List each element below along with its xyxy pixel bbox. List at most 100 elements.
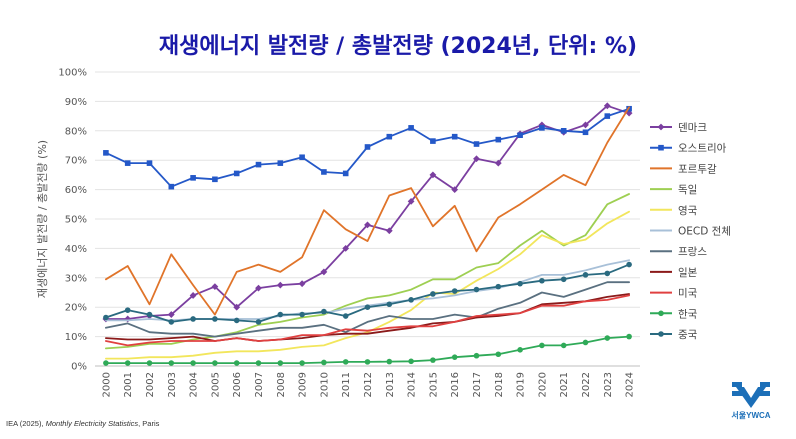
source-title: Monthly Electricity Statistics [45, 419, 139, 428]
data-point [124, 160, 131, 166]
legend-label: 포르투갈 [678, 162, 717, 175]
legend-label: 덴마크 [678, 122, 707, 134]
legend-label: 독일 [678, 183, 697, 196]
data-point [657, 123, 665, 131]
data-point [408, 358, 414, 365]
data-point [212, 360, 218, 366]
data-point [168, 360, 175, 366]
x-tick-label: 2022 [581, 372, 592, 397]
data-point [386, 133, 393, 140]
x-tick-label: 2018 [494, 372, 505, 397]
legend-item: OECD 전체 [650, 226, 731, 238]
data-point [429, 171, 437, 179]
data-point [299, 154, 305, 161]
logo-text: 서울YWCA [731, 411, 771, 420]
y-tick-label: 80% [65, 126, 87, 137]
data-point [103, 360, 109, 366]
data-point [517, 347, 523, 353]
series-5 [105, 259, 630, 322]
data-point [342, 170, 349, 177]
source-suffix: , Paris [138, 419, 160, 428]
series-line [105, 293, 630, 342]
series-line [105, 193, 630, 350]
data-point [103, 314, 109, 321]
x-tick-label: 2005 [210, 372, 221, 397]
legend-item: 중국 [650, 329, 698, 341]
y-tick-label: 10% [65, 332, 87, 343]
y-tick-label: 40% [65, 244, 87, 255]
data-point [233, 360, 240, 366]
y-tick-label: 60% [65, 185, 87, 196]
data-point [168, 319, 175, 325]
series-6 [105, 281, 630, 338]
x-tick-label: 2017 [472, 372, 483, 397]
data-point [190, 175, 196, 181]
x-tick-label: 2000 [101, 372, 112, 397]
data-point [658, 310, 664, 317]
data-point [494, 159, 502, 167]
axes: 0% 10% 20% 30% 40% 50% 60% 70% 80% 90% 100% 2000 200… [58, 68, 635, 398]
x-tick-label: 2020 [537, 372, 548, 397]
data-point [233, 303, 241, 311]
x-tick-label: 2019 [516, 372, 527, 397]
x-tick-label: 2023 [603, 372, 614, 397]
data-point [539, 342, 545, 349]
data-point [408, 125, 414, 131]
data-point [517, 132, 523, 139]
data-point [451, 354, 458, 360]
data-point [342, 313, 349, 319]
series-3 [105, 193, 630, 350]
data-point [473, 286, 480, 293]
data-point [124, 360, 131, 366]
x-tick-label: 2006 [232, 372, 243, 397]
legend-item: 일본 [650, 266, 698, 279]
ywca-logo [732, 382, 770, 408]
data-point [364, 359, 371, 365]
legend-item: 영국 [650, 205, 698, 217]
data-point [146, 360, 153, 366]
data-point [321, 359, 327, 366]
series [102, 102, 633, 366]
data-point [167, 311, 175, 318]
data-point [233, 170, 240, 177]
data-point [451, 133, 458, 140]
x-tick-label: 2002 [145, 372, 156, 397]
x-tick-label: 2007 [254, 372, 265, 397]
data-point [430, 357, 436, 363]
series-2 [105, 106, 630, 316]
data-point [364, 304, 371, 311]
data-point [342, 359, 349, 365]
data-point [321, 308, 327, 315]
series-8 [105, 294, 630, 347]
x-tick-label: 2024 [625, 372, 636, 397]
y-tick-label: 0% [71, 362, 87, 373]
legend-label: 중국 [678, 329, 698, 341]
data-point [342, 245, 350, 252]
data-point [408, 297, 414, 303]
data-point [451, 186, 459, 193]
data-point [604, 113, 611, 119]
y-tick-label: 20% [65, 303, 87, 314]
data-point [364, 144, 371, 150]
data-point [603, 102, 611, 110]
data-point [364, 221, 371, 229]
data-point [473, 352, 480, 359]
series-line [105, 210, 630, 360]
x-tick-label: 2014 [407, 372, 418, 397]
legend-label: 오스트리아 [678, 143, 727, 155]
series-10 [103, 261, 632, 325]
data-point [582, 129, 589, 136]
chart-title: 재생에너지 발전량 / 총발전량 (2024년, 단위: %) [158, 34, 638, 59]
data-point [146, 160, 153, 166]
data-point [385, 227, 393, 235]
x-tick-label: 2016 [450, 372, 461, 397]
data-point [582, 339, 589, 346]
data-point [386, 358, 393, 365]
data-point [407, 197, 415, 205]
series-line [105, 294, 630, 347]
legend-item: 한국 [650, 308, 698, 320]
legend-label: 미국 [678, 288, 698, 300]
series-line [105, 106, 630, 316]
